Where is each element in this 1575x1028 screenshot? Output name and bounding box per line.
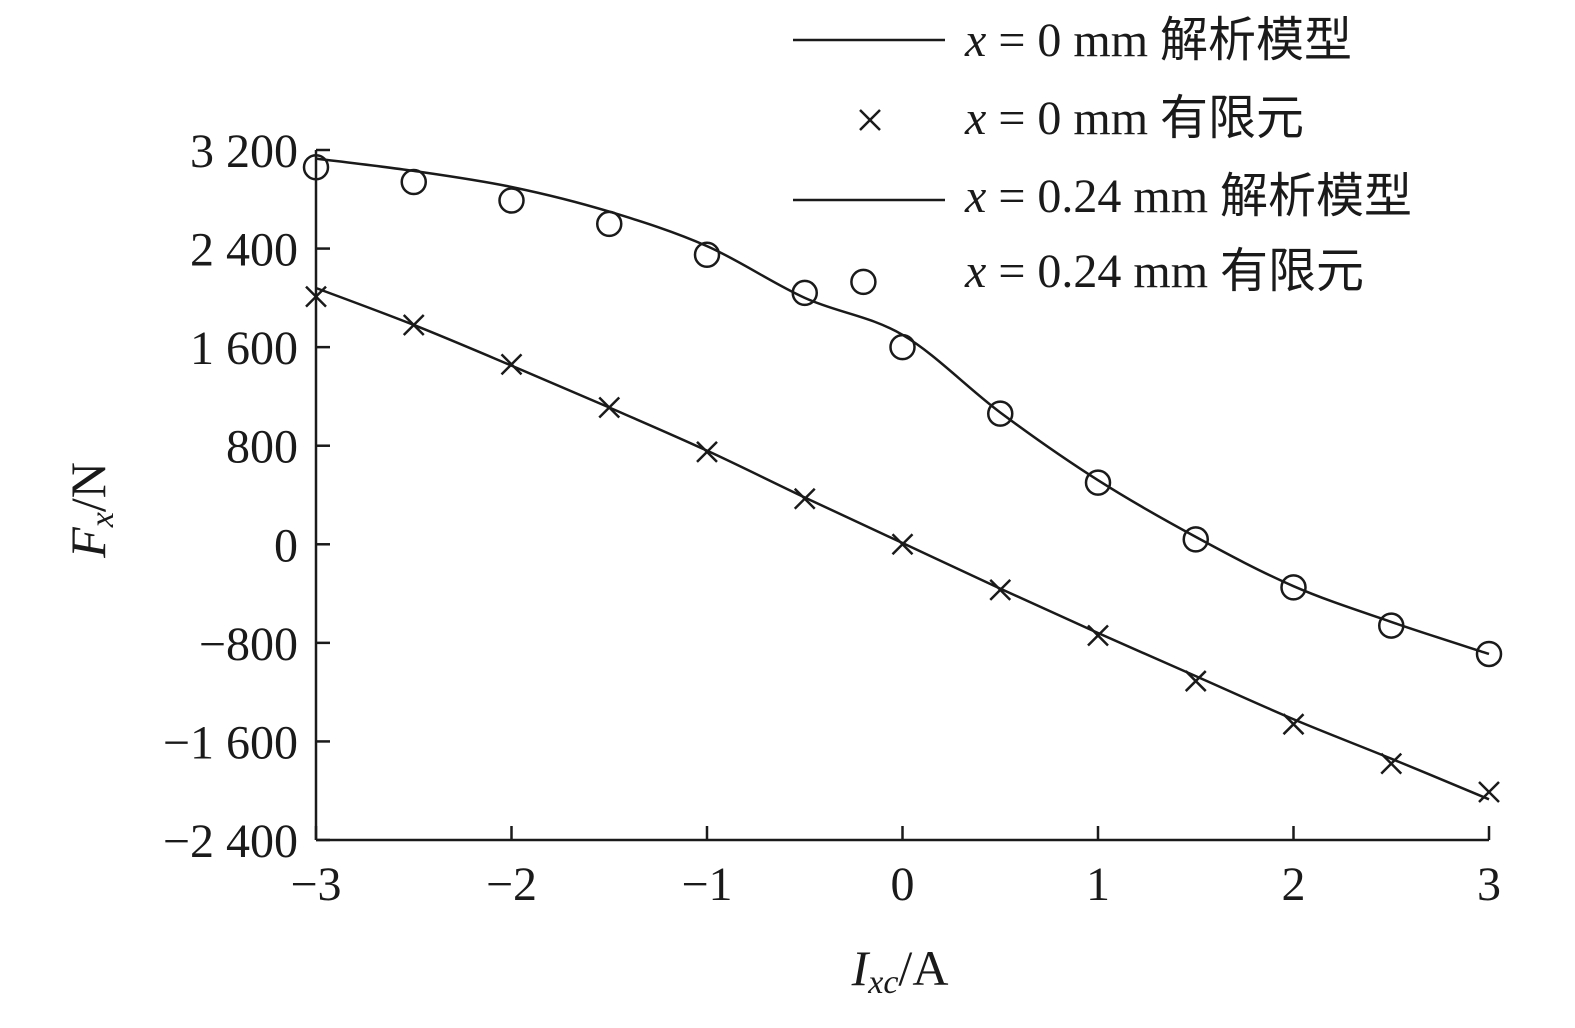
legend-swatch-x-marker	[859, 109, 881, 131]
x-tick-label: 3	[1477, 858, 1501, 911]
y-tick-label: −2 400	[163, 815, 298, 868]
y-tick-label: −1 600	[163, 716, 298, 769]
y-tick-label: −800	[199, 618, 298, 671]
x-tick-label: 0	[891, 858, 915, 911]
y-axis-title: Fx/N	[60, 462, 121, 559]
data-point-x-marker	[598, 396, 621, 419]
y-tick-label: 2 400	[190, 224, 298, 277]
data-point-x-marker	[989, 578, 1012, 601]
x-tick-label: −2	[486, 858, 537, 911]
data-point-circle-marker	[987, 400, 1014, 427]
data-point-circle-marker	[1475, 640, 1503, 668]
data-point-circle-marker	[850, 268, 877, 296]
x-marker-stroke	[1282, 713, 1305, 736]
data-point-x-marker	[696, 440, 718, 463]
y-tick-label: 800	[226, 421, 298, 474]
x-ticks: −3 −2 −1 0 1 2 3	[290, 826, 1501, 911]
data-point-circle-marker	[791, 279, 818, 307]
markers-layer	[302, 154, 1503, 803]
data-point-circle-marker	[1280, 574, 1307, 601]
x-marker-stroke	[696, 440, 718, 463]
data-point-x-marker	[891, 533, 914, 556]
y-tick-label: 3 200	[190, 125, 298, 178]
data-point-circle-marker	[889, 333, 916, 361]
legend-label-4: x = 0.24 mm 有限元	[964, 245, 1364, 298]
data-point-circle-marker	[596, 210, 623, 238]
x-marker-stroke	[305, 285, 327, 308]
data-point-circle-marker	[1378, 612, 1405, 639]
data-point-x-marker	[1478, 781, 1500, 803]
x-marker-stroke	[989, 578, 1012, 601]
legend-label-3: x = 0.24 mm 解析模型	[964, 170, 1412, 223]
data-point-circle-marker	[498, 187, 525, 214]
data-point-x-marker	[793, 487, 816, 510]
series-line-3	[315, 157, 1490, 656]
x-tick-label: −3	[290, 858, 341, 911]
x-marker-stroke	[1380, 752, 1403, 775]
data-point-x-marker	[402, 314, 425, 336]
legend-label-1: x = 0 mm 解析模型	[964, 14, 1352, 67]
x-marker-stroke	[891, 533, 914, 556]
data-point-x-marker	[305, 285, 327, 308]
data-point-x-marker	[1380, 752, 1403, 775]
x-marker-stroke	[500, 353, 523, 376]
data-point-x-marker	[1184, 670, 1207, 692]
legend: x = 0 mm 解析模型 x = 0 mm 有限元 x = 0.24 mm 解…	[793, 14, 1412, 298]
x-marker-stroke	[598, 396, 621, 419]
x-tick-label: −1	[681, 858, 732, 911]
y-ticks: 3 200 2 400 1 600 800 0 −800 −1 600 −2 400	[163, 125, 330, 868]
data-point-circle-marker	[1084, 469, 1112, 496]
data-point-x-marker	[1282, 713, 1305, 736]
data-point-circle-marker	[400, 168, 427, 196]
x-tick-label: 2	[1282, 858, 1306, 911]
x-marker-stroke	[402, 314, 425, 336]
data-point-x-marker	[500, 353, 523, 376]
x-tick-label: 1	[1086, 858, 1110, 911]
data-point-x-marker	[1087, 624, 1109, 647]
x-marker-stroke	[793, 487, 816, 510]
x-marker-stroke	[1087, 624, 1109, 647]
y-tick-label: 1 600	[190, 322, 298, 375]
data-point-circle-marker	[693, 241, 721, 268]
y-tick-label: 0	[274, 519, 298, 572]
legend-label-2: x = 0 mm 有限元	[964, 92, 1304, 145]
data-point-circle-marker	[302, 154, 330, 181]
x-marker-stroke	[1478, 781, 1500, 803]
x-axis-title: Ixc/A	[851, 940, 949, 1001]
x-marker-stroke	[1184, 670, 1207, 692]
data-point-circle-marker	[1182, 526, 1209, 553]
